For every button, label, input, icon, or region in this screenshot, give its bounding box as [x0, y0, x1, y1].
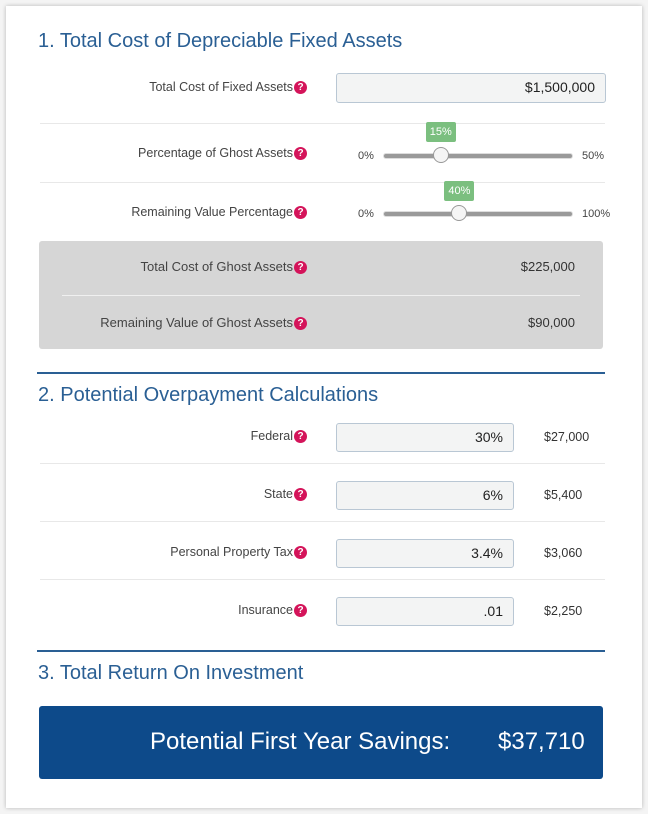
ghost-remaining-value: $90,000 — [528, 315, 575, 330]
ghost-pct-value-bubble: 15% — [425, 122, 456, 142]
section-divider — [37, 372, 605, 374]
ghost-pct-slider-thumb[interactable] — [432, 147, 449, 163]
help-icon[interactable]: ? — [294, 261, 307, 274]
ghost-pct-slider-track[interactable] — [383, 153, 573, 159]
help-icon[interactable]: ? — [294, 546, 307, 559]
savings-label: Potential First Year Savings: — [150, 728, 451, 755]
overpayment-rate-input[interactable]: 6% — [336, 481, 514, 510]
help-icon[interactable]: ? — [294, 488, 307, 501]
remaining-pct-value-bubble: 40% — [444, 181, 475, 201]
divider — [40, 579, 605, 580]
section-divider — [37, 650, 605, 652]
divider — [40, 123, 605, 124]
divider — [40, 521, 605, 522]
help-icon[interactable]: ? — [294, 317, 307, 330]
help-icon[interactable]: ? — [294, 604, 307, 617]
savings-value: $37,710 — [498, 728, 585, 755]
section-1-title: 1. Total Cost of Depreciable Fixed Asset… — [38, 30, 403, 52]
ghost-cost-label: Total Cost of Ghost Assets — [140, 259, 293, 274]
calculator-card — [6, 6, 642, 808]
help-icon[interactable]: ? — [294, 206, 307, 219]
section-2-title: 2. Potential Overpayment Calculations — [38, 384, 379, 406]
slider-min: 0% — [358, 208, 374, 220]
slider-max: 50% — [582, 150, 605, 162]
slider-min: 0% — [358, 150, 374, 162]
overpayment-amount: $2,250 — [544, 604, 583, 618]
slider-max: 100% — [582, 208, 611, 220]
overpayment-label: Insurance — [238, 603, 293, 617]
overpayment-rate-input[interactable]: 30% — [336, 423, 514, 452]
remaining-pct-slider-track[interactable] — [383, 211, 573, 217]
overpayment-label: Personal Property Tax — [170, 545, 293, 559]
ghost-pct-label: Percentage of Ghost Assets — [138, 146, 293, 160]
savings-banner: Potential First Year Savings: $37,710 — [39, 706, 603, 779]
overpayment-amount: $5,400 — [544, 488, 583, 502]
remaining-pct-label: Remaining Value Percentage — [131, 205, 293, 219]
total-cost-label: Total Cost of Fixed Assets — [149, 80, 293, 94]
section-3-title: 3. Total Return On Investment — [38, 662, 304, 684]
divider — [40, 182, 605, 183]
overpayment-label: Federal — [250, 429, 293, 443]
ghost-cost-value: $225,000 — [520, 259, 575, 274]
help-icon[interactable]: ? — [294, 147, 307, 160]
ghost-remaining-label: Remaining Value of Ghost Assets — [100, 315, 293, 330]
divider — [62, 295, 580, 296]
overpayment-amount: $27,000 — [544, 430, 590, 444]
overpayment-rate-input[interactable]: .01 — [336, 597, 514, 626]
help-icon[interactable]: ? — [294, 430, 307, 443]
remaining-pct-slider-thumb[interactable] — [451, 205, 468, 221]
total-cost-input[interactable]: $1,500,000 — [336, 73, 606, 103]
overpayment-amount: $3,060 — [544, 546, 583, 560]
help-icon[interactable]: ? — [294, 81, 307, 94]
overpayment-label: State — [263, 487, 293, 501]
overpayment-rate-input[interactable]: 3.4% — [336, 539, 514, 568]
divider — [40, 463, 605, 464]
